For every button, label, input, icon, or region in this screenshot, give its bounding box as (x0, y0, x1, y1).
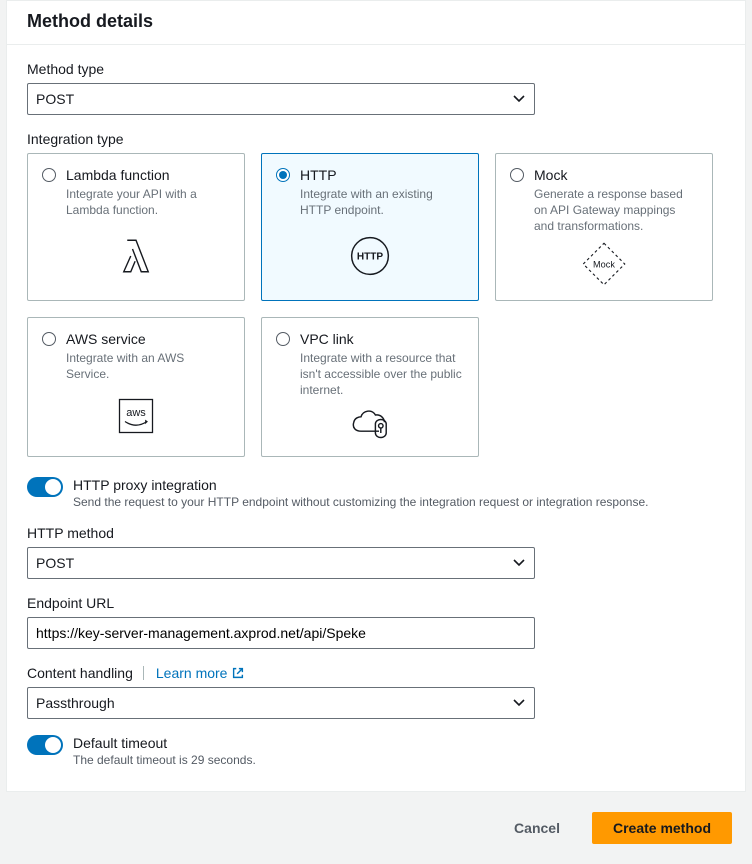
cancel-button[interactable]: Cancel (494, 812, 580, 844)
endpoint-url-label: Endpoint URL (27, 595, 725, 611)
tile-lambda-desc: Integrate your API with a Lambda functio… (66, 186, 230, 218)
divider (143, 666, 144, 680)
integration-type-tiles: Lambda function Integrate your API with … (27, 153, 725, 457)
learn-more-link[interactable]: Learn more (156, 665, 246, 681)
http-method-label: HTTP method (27, 525, 725, 541)
learn-more-text: Learn more (156, 665, 228, 681)
aws-icon: aws (42, 390, 230, 442)
panel-header: Method details (7, 1, 745, 45)
http-method-field: HTTP method POST (27, 525, 725, 579)
tile-mock-desc: Generate a response based on API Gateway… (534, 186, 698, 234)
panel-body: Method type POST Integration type Lambda… (7, 45, 745, 791)
external-link-icon (231, 666, 245, 680)
method-type-label: Method type (27, 61, 725, 77)
radio-lambda[interactable] (42, 168, 56, 182)
method-type-value: POST (27, 83, 535, 115)
method-type-select[interactable]: POST (27, 83, 535, 115)
default-timeout-row: Default timeout The default timeout is 2… (27, 735, 725, 767)
integration-type-label: Integration type (27, 131, 725, 147)
http-proxy-desc: Send the request to your HTTP endpoint w… (73, 495, 648, 509)
radio-http[interactable] (276, 168, 290, 182)
tile-vpc[interactable]: VPC link Integrate with a resource that … (261, 317, 479, 457)
http-proxy-label: HTTP proxy integration (73, 477, 648, 493)
content-handling-label: Content handling (27, 665, 133, 681)
tile-mock-title: Mock (534, 166, 567, 184)
create-method-button[interactable]: Create method (592, 812, 732, 844)
tile-lambda-title: Lambda function (66, 166, 170, 184)
method-details-panel: Method details Method type POST Integrat… (6, 0, 746, 792)
integration-type-field: Integration type Lambda function Integra… (27, 131, 725, 457)
http-proxy-toggle[interactable] (27, 477, 63, 497)
radio-vpc[interactable] (276, 332, 290, 346)
radio-mock[interactable] (510, 168, 524, 182)
default-timeout-desc: The default timeout is 29 seconds. (73, 753, 256, 767)
radio-aws[interactable] (42, 332, 56, 346)
svg-text:aws: aws (126, 407, 146, 419)
tile-vpc-desc: Integrate with a resource that isn't acc… (300, 350, 464, 398)
endpoint-url-field: Endpoint URL (27, 595, 725, 649)
tile-aws[interactable]: AWS service Integrate with an AWS Servic… (27, 317, 245, 457)
tile-vpc-title: VPC link (300, 330, 354, 348)
http-icon: HTTP (276, 226, 464, 286)
tile-aws-desc: Integrate with an AWS Service. (66, 350, 230, 382)
tile-aws-title: AWS service (66, 330, 146, 348)
http-proxy-row: HTTP proxy integration Send the request … (27, 477, 725, 509)
mock-icon: Mock (510, 242, 698, 286)
tile-http[interactable]: HTTP Integrate with an existing HTTP end… (261, 153, 479, 301)
vpc-icon (276, 406, 464, 442)
http-method-select[interactable]: POST (27, 547, 535, 579)
http-method-value: POST (27, 547, 535, 579)
svg-text:HTTP: HTTP (357, 252, 384, 263)
default-timeout-toggle[interactable] (27, 735, 63, 755)
endpoint-url-input[interactable] (27, 617, 535, 649)
content-handling-value: Passthrough (27, 687, 535, 719)
footer-actions: Cancel Create method (0, 792, 752, 864)
svg-text:Mock: Mock (593, 260, 615, 270)
method-type-field: Method type POST (27, 61, 725, 115)
tile-mock[interactable]: Mock Generate a response based on API Ga… (495, 153, 713, 301)
content-handling-select[interactable]: Passthrough (27, 687, 535, 719)
default-timeout-label: Default timeout (73, 735, 256, 751)
lambda-icon (42, 226, 230, 286)
tile-http-desc: Integrate with an existing HTTP endpoint… (300, 186, 464, 218)
tile-http-title: HTTP (300, 166, 337, 184)
content-handling-field: Content handling Learn more Passthrough (27, 665, 725, 719)
tile-lambda[interactable]: Lambda function Integrate your API with … (27, 153, 245, 301)
panel-title: Method details (27, 11, 725, 32)
